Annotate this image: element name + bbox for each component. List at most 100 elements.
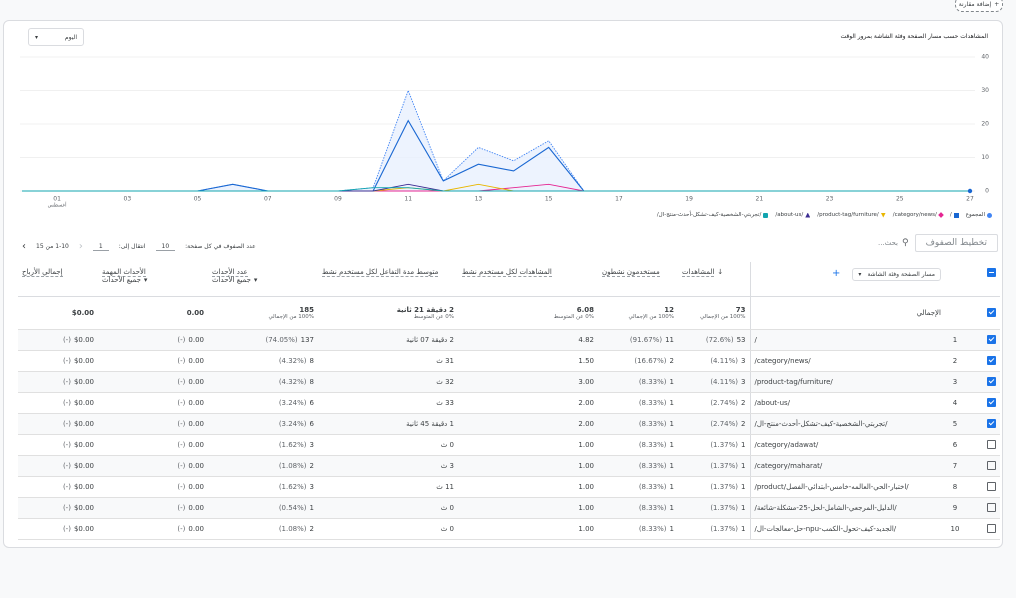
dimension-select[interactable]: مسار الصفحة وفئة الشاشة ▾ [852,268,941,281]
metric-label-text: عدد الأحداث [212,268,248,277]
cell-value: 2 [309,525,314,533]
row-cell: 1.50 [458,350,598,372]
row-cell: 0 ث [318,434,458,456]
cell-value-wrap: 0 ث [322,525,454,533]
cell-value: 11 [665,336,674,344]
x-tick-label: 19 [685,196,693,203]
x-tick-label: 07 [264,196,272,203]
cell-value: 1 [669,378,674,386]
row-checkbox[interactable] [987,334,996,344]
metric-header: الأحداث المهمة ▾جميع الأحداث [98,262,208,297]
row-cell: 0 ث [318,518,458,540]
cell-value-wrap: $0.00 (-) [22,504,94,512]
y-tick-label: 10 [981,154,989,161]
cell-value: $0.00 [73,399,94,407]
row-cell: 0.00 (-) [98,371,208,393]
legend-label: /تجربتي-الشخصية-كيف-تشكل-أحدث-منتج-ال/ [656,212,762,218]
metric-filter[interactable]: ▾جميع الأحداث [102,276,204,284]
cell-value-wrap: 2.00 [462,420,594,428]
row-cell: 4.82 [458,329,598,351]
metric-label-text: مستخدمون نشطون [602,268,660,277]
row-cell: 1 (8.33%) [598,455,678,477]
row-checkbox[interactable] [987,355,996,365]
row-cell: 3 (4.11%) [678,350,750,372]
cell-pct: (1.37%) [710,441,739,449]
cell-value: 1 [309,504,314,512]
prev-page[interactable]: › [22,241,26,252]
cell-value-wrap: $0.00 (-) [22,357,94,365]
metric-header: متوسط مدة التفاعل لكل مستخدم نشط [318,262,458,297]
cell-value-wrap: 1 (8.33%) [602,420,674,428]
totals-cell: 0.00 [98,296,208,330]
row-checkbox[interactable] [987,460,996,470]
pagination: عدد الصفوف في كل صفحة: 10 انتقال إلى: 1 … [22,241,256,252]
cell-pct: (-) [62,483,71,491]
cell-value: 1.00 [578,504,594,512]
next-page[interactable]: ‹ [78,241,83,252]
cell-value: 0 ث [440,441,454,449]
row-checkbox[interactable] [987,397,996,407]
metric-label: متوسط مدة التفاعل لكل مستخدم نشط [322,268,454,277]
row-page: /category/adawat/ [749,434,945,456]
cell-value-wrap: 0.00 (-) [102,399,204,407]
row-checkbox[interactable] [987,502,996,512]
row-checkbox[interactable] [987,439,996,449]
row-index: 7 [945,455,965,477]
cell-pct: (-) [177,336,186,344]
cell-pct: (3.24%) [278,399,307,407]
cell-pct: (1.62%) [278,441,307,449]
table-body: مسار الصفحة وفئة الشاشة ▾ + ↓المشاهدات مستخد… [18,262,1000,540]
legend-label: المجموع [965,212,985,218]
totals-value: 73 [735,306,746,314]
legend-label: /category/news/ [892,212,937,218]
cell-pct: (-) [177,378,186,386]
cell-value-wrap: 31 ث [322,357,454,365]
cell-value: 1 دقيقة 45 ثانية [406,420,454,428]
row-cell: 1.00 [458,497,598,519]
cell-pct: (-) [62,357,71,365]
search-box[interactable]: ⚲ بحث... [878,238,909,248]
cell-value-wrap: 1 (8.33%) [602,525,674,533]
cell-value: $0.00 [73,483,94,491]
layout-button[interactable]: تخطيط الصفوف [914,234,998,252]
row-checkbox[interactable] [987,376,996,386]
totals-checkbox[interactable] [987,307,996,317]
cell-value-wrap: 33 ث [322,399,454,407]
totals-note: 100% من الإجمالي [628,314,674,320]
row-index: 1 [945,329,965,351]
cell-value: 0.00 [188,525,204,533]
cell-value-wrap: $0.00 (-) [22,420,94,428]
cell-pct: (8.33%) [638,525,667,533]
legend-symbol [805,212,811,218]
x-tick-label: 25 [896,196,904,203]
cell-value: $0.00 [73,378,94,386]
legend-item: /about-us/ [775,212,811,218]
goto-input[interactable]: 1 [92,243,109,251]
rows-per-page-select[interactable]: 10 [155,243,176,251]
row-checkbox[interactable] [987,481,996,491]
row-cell: 1 (8.33%) [598,434,678,456]
row-cell: 0.00 (-) [98,497,208,519]
period-select[interactable]: ▾ اليوم [28,28,84,46]
row-cell: 2.00 [458,413,598,435]
cell-pct: (1.62%) [278,483,307,491]
cell-value: $0.00 [73,441,94,449]
cell-pct: (3.24%) [278,420,307,428]
totals-cell: $0.00 [18,296,98,330]
select-all-checkbox[interactable] [987,268,996,277]
row-checkbox[interactable] [987,418,996,428]
row-checkbox[interactable] [987,523,996,533]
legend-symbol [987,212,992,218]
cell-value-wrap: 1.00 [462,441,594,449]
period-label: اليوم [64,33,77,41]
legend-symbol [763,212,769,218]
cell-value: 2.00 [578,399,594,407]
metric-label-text: الأحداث المهمة [102,268,146,277]
x-tick-label: 01 [53,196,61,203]
cell-value: $0.00 [73,525,94,533]
row-cell: 3 (1.62%) [208,476,318,498]
cell-pct: (4.32%) [278,378,307,386]
compare-button[interactable]: + إضافة مقارنة [955,0,1003,12]
metric-filter[interactable]: ▾جميع الأحداث [212,276,314,284]
add-dimension[interactable]: + [832,268,841,279]
